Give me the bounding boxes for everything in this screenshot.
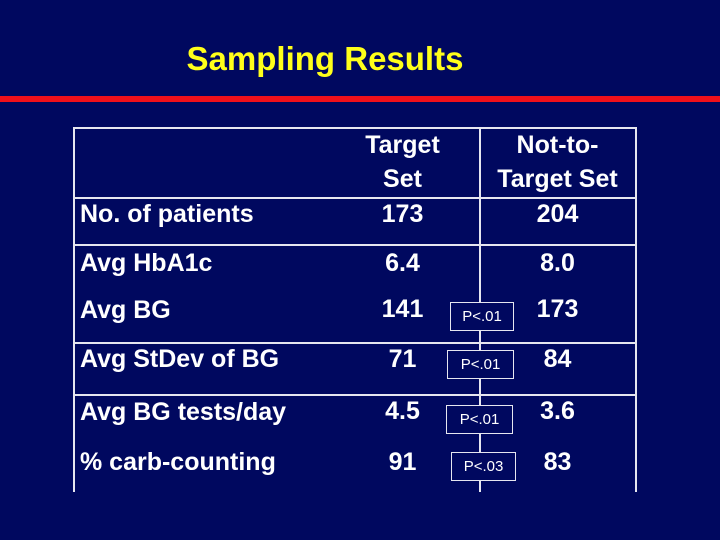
row-label-bg-tests: Avg BG tests/day xyxy=(80,398,287,426)
row-divider xyxy=(73,394,636,396)
header-not-to-target-line1: Not-to- xyxy=(516,131,599,159)
cell-not-target-stdev-bg: 84 xyxy=(543,345,572,373)
p-value-badge: P<.03 xyxy=(451,452,516,481)
table-left-border xyxy=(73,127,75,492)
row-divider xyxy=(73,197,636,199)
cell-not-target-patients: 204 xyxy=(536,200,579,228)
cell-not-target-carb-counting: 83 xyxy=(543,448,572,476)
row-divider xyxy=(73,244,636,246)
row-label-patients: No. of patients xyxy=(80,200,254,228)
row-divider xyxy=(73,342,636,344)
p-value-badge: P<.01 xyxy=(450,302,514,331)
cell-not-target-bg-tests: 3.6 xyxy=(540,397,575,425)
row-label-hba1c: Avg HbA1c xyxy=(80,249,213,277)
header-target-set-line1: Target xyxy=(365,131,440,159)
row-label-avg-bg: Avg BG xyxy=(80,296,171,324)
slide-title: Sampling Results xyxy=(0,40,720,78)
cell-not-target-avg-bg: 173 xyxy=(536,295,579,323)
header-not-to-target-line2: Target Set xyxy=(497,165,618,193)
cell-not-target-hba1c: 8.0 xyxy=(540,249,575,277)
header-target-set-line2: Set xyxy=(383,165,422,193)
table-right-border xyxy=(635,127,637,492)
p-value-badge: P<.01 xyxy=(446,405,513,434)
slide-title-text: Sampling Results xyxy=(186,40,464,77)
cell-target-bg-tests: 4.5 xyxy=(385,397,420,425)
cell-target-avg-bg: 141 xyxy=(381,295,424,323)
cell-target-carb-counting: 91 xyxy=(388,448,417,476)
cell-target-patients: 173 xyxy=(381,200,424,228)
cell-target-hba1c: 6.4 xyxy=(385,249,420,277)
p-value-badge: P<.01 xyxy=(447,350,514,379)
cell-target-stdev-bg: 71 xyxy=(388,345,417,373)
table-top-border xyxy=(73,127,636,129)
row-label-stdev-bg: Avg StDev of BG xyxy=(80,345,280,373)
row-label-carb-counting: % carb-counting xyxy=(80,448,276,476)
title-rule xyxy=(0,96,720,102)
